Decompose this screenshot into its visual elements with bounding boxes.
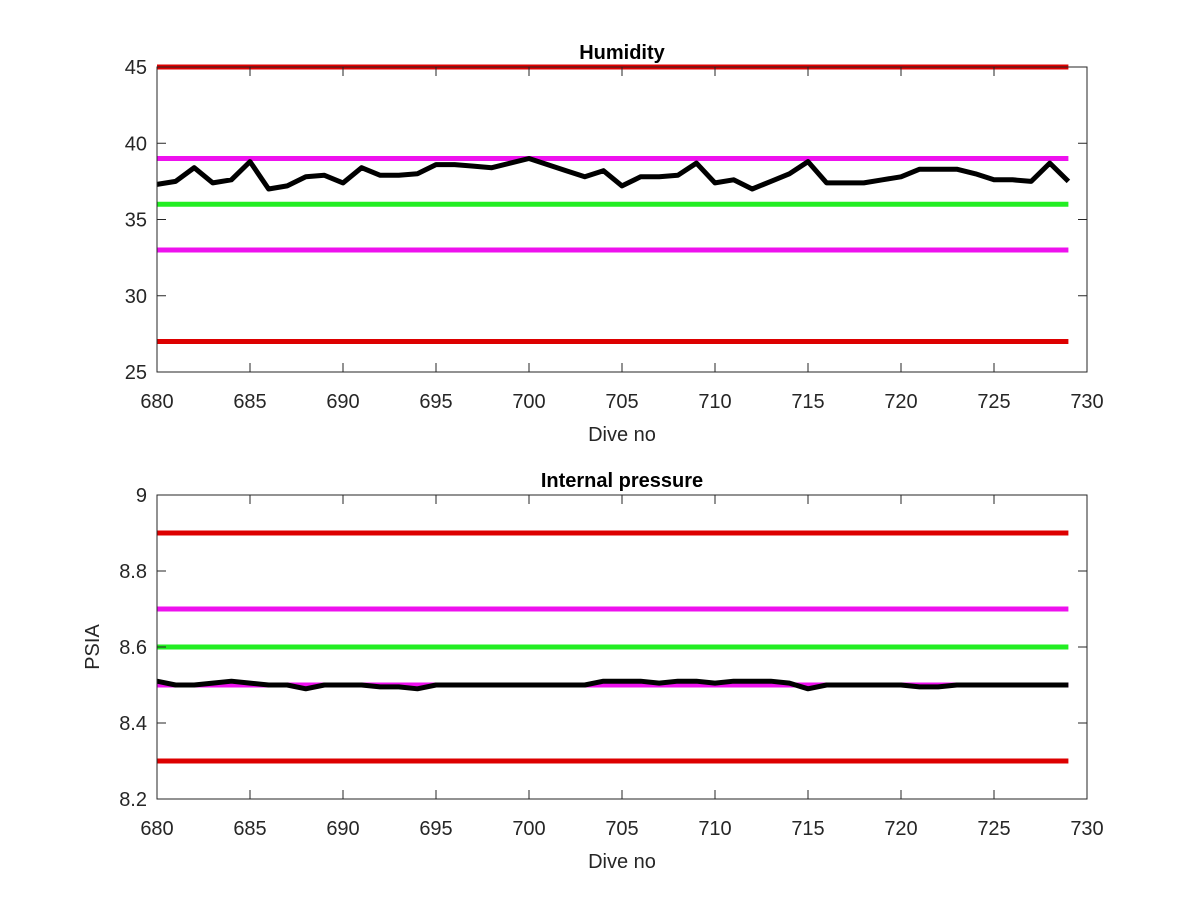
humidity-x-axis-label: Dive no xyxy=(588,424,656,446)
pressure-x-tick-label: 725 xyxy=(977,818,1010,840)
humidity-x-tick-label: 730 xyxy=(1070,391,1103,413)
humidity-x-tick-label: 715 xyxy=(791,391,824,413)
humidity-x-tick-label: 685 xyxy=(233,391,266,413)
humidity-y-tick-label: 45 xyxy=(125,57,147,79)
humidity-x-tick-label: 680 xyxy=(140,391,173,413)
pressure-x-tick-label: 715 xyxy=(791,818,824,840)
humidity-plot: 680 685 690 695 700 705 710 715 720 725 730 25 30 35 4… xyxy=(125,42,1104,446)
humidity-y-tick-label: 40 xyxy=(125,133,147,155)
humidity-x-tick-label: 690 xyxy=(326,391,359,413)
humidity-y-tick-label: 30 xyxy=(125,286,147,308)
pressure-x-tick-label: 695 xyxy=(419,818,452,840)
humidity-y-tick-label: 25 xyxy=(125,362,147,384)
pressure-y-tick-label: 9 xyxy=(136,485,147,507)
pressure-x-tick-label: 680 xyxy=(140,818,173,840)
pressure-x-tick-label: 700 xyxy=(512,818,545,840)
pressure-chart-title: Internal pressure xyxy=(541,470,703,492)
humidity-x-tick-label: 720 xyxy=(884,391,917,413)
pressure-y-tick-label: 8.2 xyxy=(119,789,147,811)
pressure-y-tick-label: 8.4 xyxy=(119,713,147,735)
pressure-series-line xyxy=(156,678,1069,692)
pressure-y-tick-label: 8.8 xyxy=(119,561,147,583)
pressure-y-tick-label: 8.6 xyxy=(119,637,147,659)
pressure-x-tick-label: 705 xyxy=(605,818,638,840)
humidity-plot-area xyxy=(157,67,1087,372)
humidity-x-tick-label: 700 xyxy=(512,391,545,413)
humidity-x-tick-label: 725 xyxy=(977,391,1010,413)
humidity-x-tick-label: 710 xyxy=(698,391,731,413)
humidity-y-tick-label: 35 xyxy=(125,210,147,232)
pressure-x-axis-label: Dive no xyxy=(588,851,656,873)
humidity-x-tick-label: 695 xyxy=(419,391,452,413)
pressure-x-tick-label: 685 xyxy=(233,818,266,840)
pressure-x-tick-label: 690 xyxy=(326,818,359,840)
pressure-x-tick-label: 710 xyxy=(698,818,731,840)
pressure-x-tick-label: 720 xyxy=(884,818,917,840)
pressure-y-axis-label: PSIA xyxy=(82,624,104,670)
pressure-x-tick-label: 730 xyxy=(1070,818,1103,840)
humidity-series-line xyxy=(156,156,1071,192)
humidity-x-tick-label: 705 xyxy=(605,391,638,413)
humidity-chart-title: Humidity xyxy=(579,42,665,64)
internal-pressure-plot: 680 685 690 695 700 705 710 715 720 725 730 8.2 8.4 8… xyxy=(82,470,1104,873)
